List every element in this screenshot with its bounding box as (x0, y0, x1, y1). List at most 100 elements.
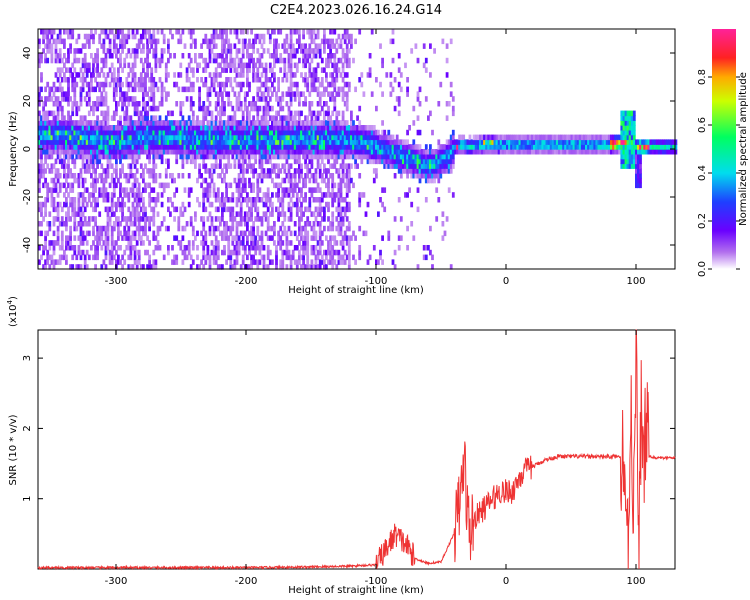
heatmap-cell (593, 139, 597, 145)
heatmap-cell (158, 57, 162, 64)
heatmap-cell (71, 77, 75, 83)
heatmap-cell (90, 144, 93, 150)
heatmap-cell (325, 57, 328, 64)
heatmap-cell (354, 259, 357, 265)
heatmap-cell (181, 144, 185, 150)
heatmap-cell (314, 33, 318, 40)
heatmap-cell (337, 225, 341, 232)
heatmap-cell (87, 134, 91, 141)
heatmap-cell (108, 259, 112, 265)
heatmap-cell (318, 206, 322, 213)
heatmap-cell (77, 245, 81, 251)
heatmap-cell (171, 144, 174, 150)
heatmap-cell (125, 144, 129, 150)
heatmap-cell (327, 62, 330, 69)
heatmap-cell (576, 149, 580, 155)
heatmap-cell (210, 125, 214, 131)
heatmap-cell (250, 120, 253, 126)
heatmap-cell (248, 163, 251, 169)
heatmap-cell (250, 144, 253, 150)
heatmap-cell (38, 149, 41, 155)
heatmap-cell (248, 129, 251, 136)
heatmap-cell (156, 120, 160, 126)
heatmap-cell (406, 225, 409, 232)
heatmap-cell (243, 120, 247, 126)
heatmap-cell (87, 110, 91, 117)
heatmap-cell (537, 139, 540, 145)
heatmap-cell (308, 91, 312, 97)
heatmap-cell (258, 53, 262, 59)
heatmap-cell (38, 168, 41, 174)
heatmap-cell (119, 187, 122, 193)
heatmap-cell (474, 144, 478, 150)
heatmap-cell (256, 240, 260, 246)
heatmap-cell (312, 134, 316, 141)
heatmap-cell (40, 230, 43, 237)
heatmap-cell (148, 264, 151, 270)
heatmap-cell (339, 129, 343, 136)
heatmap-cell (347, 225, 351, 232)
heatmap-cell (289, 129, 293, 136)
heatmap-cell (127, 149, 131, 155)
heatmap-cell (431, 158, 434, 165)
heatmap-cell (52, 221, 56, 227)
heatmap-cell (451, 144, 455, 150)
heatmap-cell (312, 149, 316, 155)
heatmap-cell (229, 53, 233, 59)
heatmap-cell (65, 235, 68, 241)
heatmap-cell (331, 235, 335, 241)
heatmap-cell (231, 153, 235, 160)
heatmap-cell (175, 153, 179, 160)
heatmap-cell (69, 245, 72, 251)
heatmap-cell (87, 67, 91, 73)
heatmap-cell (137, 38, 141, 45)
heatmap-cell (52, 245, 56, 251)
heatmap-cell (60, 38, 64, 45)
heatmap-cell (445, 115, 449, 121)
heatmap-cell (212, 259, 216, 265)
heatmap-cell (110, 259, 114, 265)
heatmap-cell (131, 187, 135, 193)
heatmap-cell (44, 230, 47, 237)
heatmap-cell (73, 201, 77, 208)
heatmap-cell (418, 101, 422, 107)
heatmap-cell (160, 57, 164, 64)
heatmap-cell (67, 139, 70, 145)
heatmap-cell (331, 134, 335, 141)
heatmap-cell (198, 173, 201, 179)
heatmap-cell (454, 139, 457, 145)
heatmap-cell (50, 139, 54, 145)
heatmap-cell (318, 53, 322, 59)
heatmap-cell (314, 149, 318, 155)
heatmap-cell (48, 187, 52, 193)
heatmap-cell (283, 177, 287, 184)
heatmap-cell (347, 235, 351, 241)
heatmap-cell (135, 158, 139, 165)
heatmap-cell (162, 187, 166, 193)
heatmap-cell (44, 53, 47, 59)
heatmap-cell (258, 125, 262, 131)
heatmap-cell (54, 139, 58, 145)
heatmap-cell (343, 91, 347, 97)
heatmap-cell (60, 105, 64, 112)
heatmap-cell (295, 153, 299, 160)
heatmap-cell (295, 62, 299, 69)
heatmap-cell (67, 115, 70, 121)
heatmap-cell (108, 125, 112, 131)
heatmap-cell (204, 187, 208, 193)
heatmap-cell (133, 144, 137, 150)
heatmap-cell (304, 43, 307, 49)
heatmap-cell (142, 225, 145, 232)
heatmap-cell (397, 235, 401, 241)
heatmap-cell (451, 149, 455, 155)
heatmap-cell (131, 48, 135, 54)
heatmap-cell (177, 125, 181, 131)
heatmap-cell (370, 158, 374, 165)
heatmap-cell (308, 48, 312, 54)
heatmap-cell (142, 105, 145, 112)
heatmap-cell (42, 264, 45, 270)
heatmap-cell (331, 173, 335, 179)
heatmap-cell (310, 249, 314, 256)
heatmap-cell (121, 216, 124, 222)
